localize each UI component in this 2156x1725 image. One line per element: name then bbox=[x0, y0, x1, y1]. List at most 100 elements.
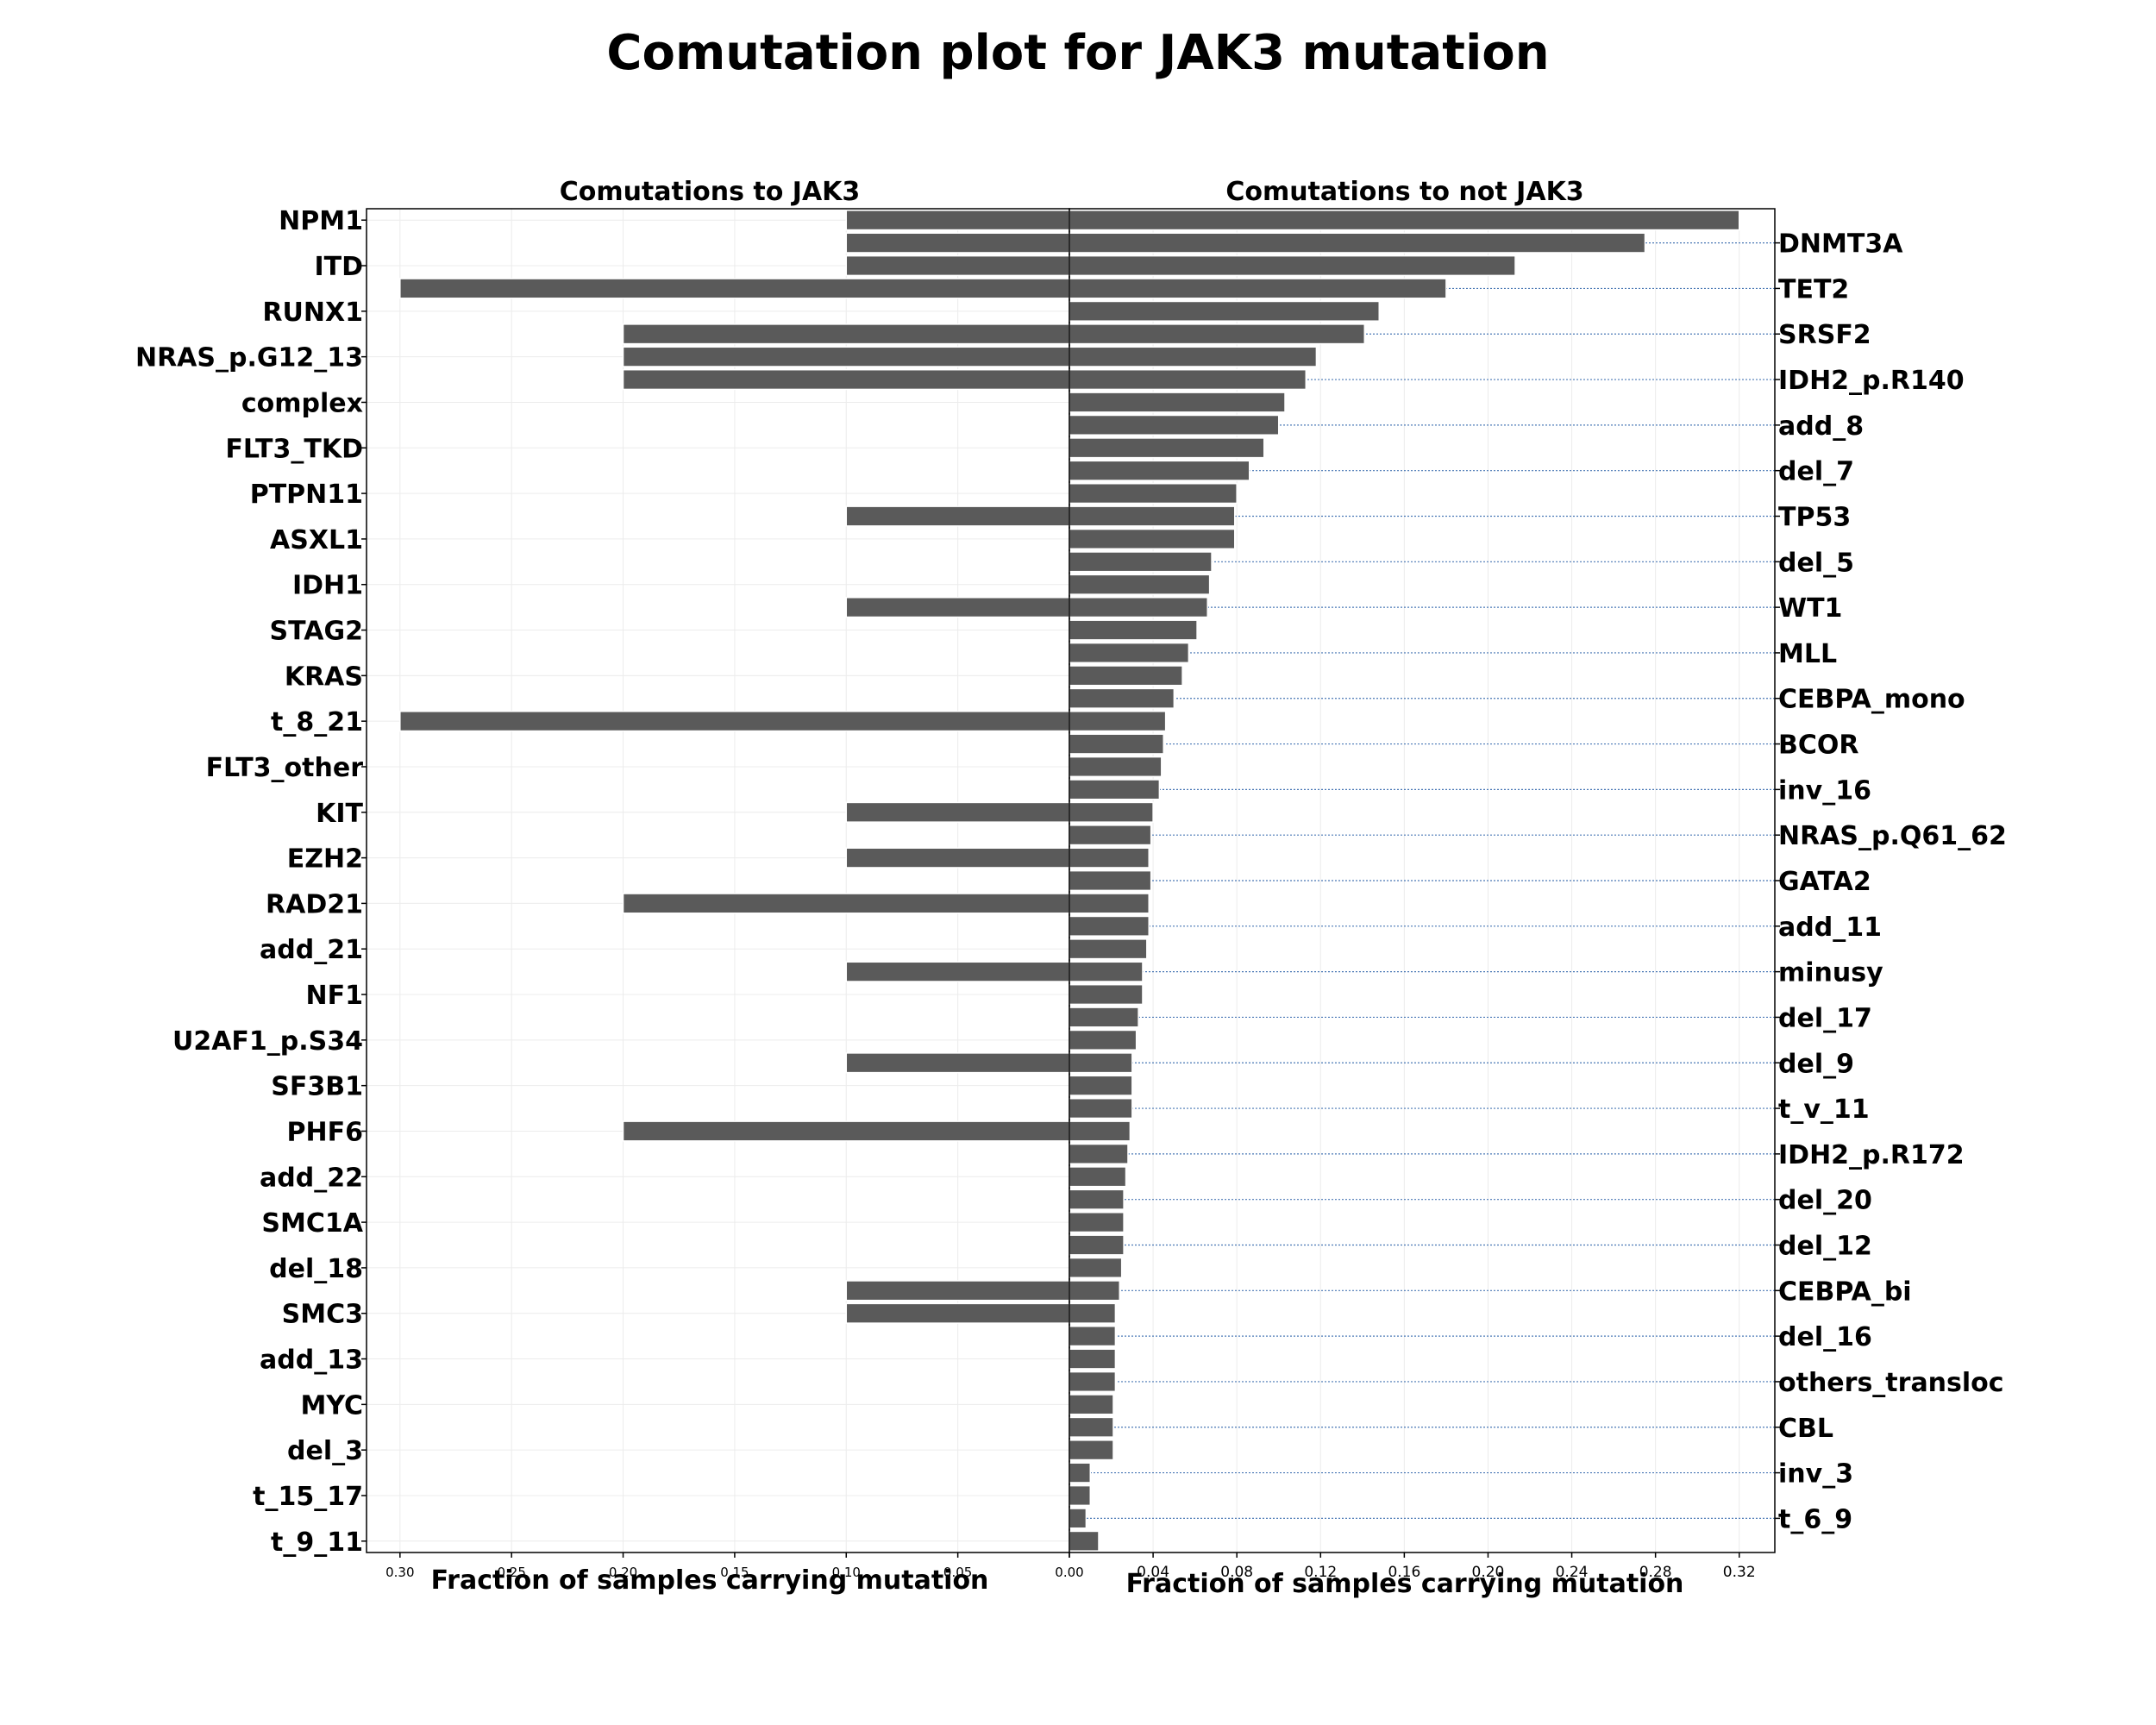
right-bar bbox=[1069, 1166, 1127, 1188]
left-category-label: IDH1 bbox=[292, 571, 363, 601]
right-category-label: WT1 bbox=[1778, 593, 1842, 624]
right-bar bbox=[1069, 619, 1198, 641]
left-bar bbox=[622, 893, 1070, 914]
left-category-label: add_13 bbox=[260, 1346, 363, 1376]
right-bar bbox=[1069, 1508, 1087, 1529]
right-x-tick-label: 0.28 bbox=[1639, 1564, 1672, 1581]
right-bar bbox=[1069, 482, 1238, 505]
right-category-label: MLL bbox=[1778, 639, 1837, 669]
right-bar bbox=[1069, 1462, 1092, 1484]
left-x-tick-label: 0.30 bbox=[385, 1565, 414, 1580]
left-category-label: del_18 bbox=[269, 1254, 363, 1284]
right-bar bbox=[1069, 1326, 1117, 1347]
right-category-label: GATA2 bbox=[1778, 867, 1871, 897]
right-bar bbox=[1069, 1211, 1125, 1233]
left-bar bbox=[622, 368, 1070, 391]
right-bar bbox=[1069, 437, 1265, 459]
right-bar bbox=[1069, 779, 1161, 800]
right-category-label: DNMT3A bbox=[1778, 229, 1903, 260]
right-bar bbox=[1069, 574, 1211, 595]
left-bar bbox=[622, 1120, 1070, 1142]
right-bar bbox=[1069, 551, 1213, 573]
left-bar bbox=[845, 232, 1070, 254]
right-bar bbox=[1069, 825, 1152, 846]
right-bar bbox=[1069, 961, 1144, 982]
right-bar bbox=[1069, 505, 1236, 527]
right-bar bbox=[1069, 1143, 1129, 1164]
left-bar bbox=[845, 597, 1070, 618]
left-category-label: add_22 bbox=[260, 1163, 363, 1193]
left-panel-title: Comutations to JAK3 bbox=[560, 177, 861, 207]
right-bar bbox=[1069, 1257, 1123, 1279]
left-category-label: del_3 bbox=[287, 1436, 363, 1466]
right-bar bbox=[1069, 1120, 1131, 1142]
right-bar bbox=[1069, 1075, 1133, 1096]
right-category-label: TP53 bbox=[1778, 502, 1851, 532]
right-category-label: del_5 bbox=[1778, 548, 1854, 578]
right-x-tick-label: 0.16 bbox=[1388, 1564, 1420, 1581]
left-category-label: SF3B1 bbox=[271, 1072, 363, 1102]
right-bar bbox=[1069, 1440, 1114, 1461]
right-category-label: IDH2_p.R172 bbox=[1778, 1140, 1965, 1170]
right-bar bbox=[1069, 665, 1183, 687]
right-bar bbox=[1069, 232, 1646, 254]
left-category-label: t_15_17 bbox=[253, 1482, 363, 1512]
right-x-tick-label: 0.12 bbox=[1304, 1564, 1337, 1581]
left-x-tick-label: 0.25 bbox=[497, 1565, 525, 1580]
left-bar bbox=[622, 346, 1070, 367]
right-bar bbox=[1069, 1302, 1117, 1324]
left-category-label: FLT3_TKD bbox=[225, 434, 363, 464]
left-category-label: NPM1 bbox=[279, 206, 363, 236]
left-bar bbox=[845, 1280, 1070, 1302]
right-category-label: add_8 bbox=[1778, 411, 1864, 442]
right-category-label: inv_16 bbox=[1778, 775, 1871, 806]
right-category-label: del_20 bbox=[1778, 1186, 1872, 1216]
right-x-tick-label: 0.04 bbox=[1137, 1564, 1169, 1581]
left-bar bbox=[845, 254, 1070, 277]
left-bar bbox=[622, 323, 1070, 345]
left-category-label: RUNX1 bbox=[262, 298, 363, 328]
right-bar bbox=[1069, 528, 1236, 550]
left-plot-frame bbox=[366, 208, 1070, 1553]
right-category-label: del_7 bbox=[1778, 457, 1854, 487]
left-x-tick-label: 0.05 bbox=[943, 1565, 972, 1580]
left-category-label: NF1 bbox=[306, 981, 363, 1011]
left-category-label: t_9_11 bbox=[271, 1527, 363, 1558]
right-category-label: inv_3 bbox=[1778, 1459, 1853, 1490]
right-bar bbox=[1069, 1029, 1138, 1051]
right-x-tick-label: 0.32 bbox=[1723, 1564, 1756, 1581]
right-category-label: NRAS_p.Q61_62 bbox=[1778, 821, 2007, 851]
right-bar bbox=[1069, 1189, 1125, 1210]
right-bar bbox=[1069, 1348, 1117, 1370]
left-bar bbox=[845, 1052, 1070, 1074]
right-bar bbox=[1069, 1371, 1117, 1393]
right-bar bbox=[1069, 460, 1250, 481]
right-category-label: TET2 bbox=[1778, 274, 1849, 304]
right-bar bbox=[1069, 1394, 1114, 1415]
left-bar bbox=[845, 210, 1070, 231]
right-x-axis-label: Fraction of samples carrying mutation bbox=[1126, 1569, 1684, 1599]
right-bar bbox=[1069, 323, 1365, 345]
left-category-label: NRAS_p.G12_13 bbox=[135, 343, 363, 373]
right-bar bbox=[1069, 1416, 1114, 1438]
right-category-label: CEBPA_bi bbox=[1778, 1276, 1912, 1307]
right-bar bbox=[1069, 1280, 1121, 1302]
right-bar bbox=[1069, 597, 1208, 618]
right-x-tick-label: 0.08 bbox=[1220, 1564, 1253, 1581]
left-bar bbox=[845, 505, 1070, 527]
right-category-label: IDH2_p.R140 bbox=[1778, 366, 1965, 396]
right-x-tick-label: 0.24 bbox=[1556, 1564, 1589, 1581]
left-category-label: complex bbox=[241, 388, 363, 418]
right-category-label: t_v_11 bbox=[1778, 1095, 1870, 1125]
right-category-label: del_16 bbox=[1778, 1322, 1872, 1352]
left-category-label: STAG2 bbox=[270, 617, 363, 647]
left-category-label: t_8_21 bbox=[271, 707, 363, 737]
right-category-label: others_transloc bbox=[1778, 1368, 2004, 1398]
right-category-label: BCOR bbox=[1778, 731, 1859, 761]
left-category-label: PTPN11 bbox=[250, 480, 363, 510]
right-bar bbox=[1069, 893, 1150, 914]
right-category-label: SRSF2 bbox=[1778, 320, 1871, 350]
right-bar bbox=[1069, 915, 1150, 937]
